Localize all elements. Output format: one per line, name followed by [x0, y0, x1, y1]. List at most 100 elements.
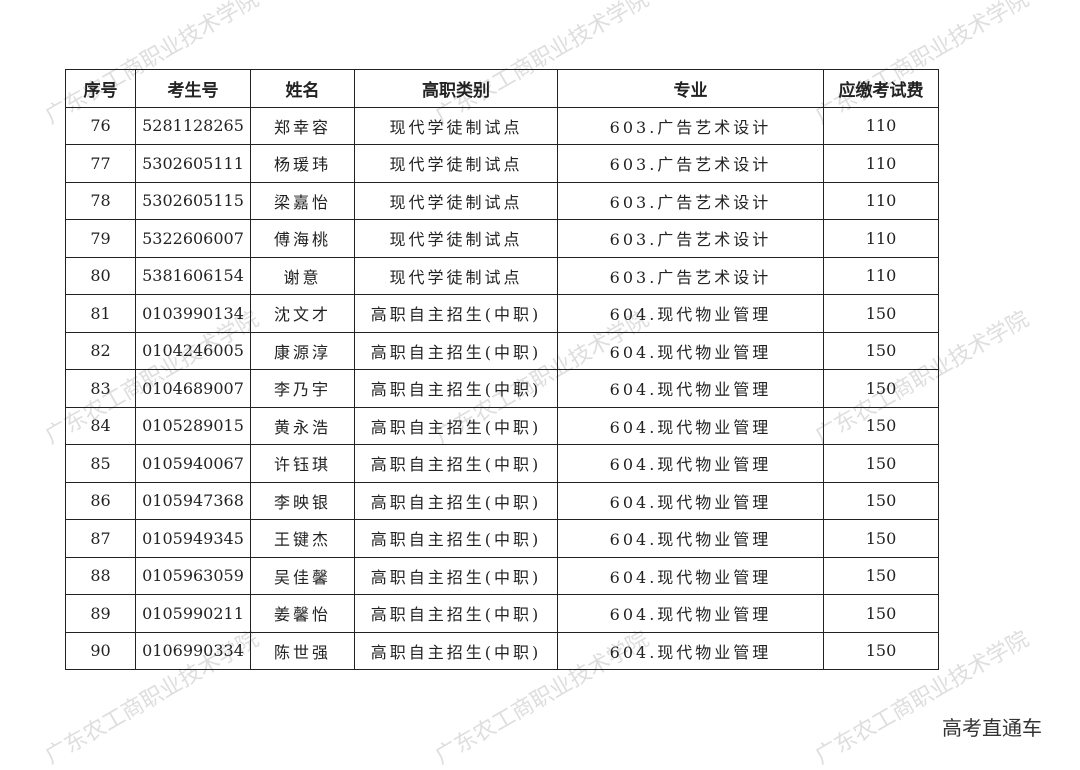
- cell-major: 603.广告艺术设计: [557, 256, 824, 295]
- cell-index: 83: [65, 369, 136, 408]
- cell-name: 吴佳馨: [250, 556, 355, 595]
- cell-category: 高职自主招生(中职): [354, 594, 558, 633]
- cell-fee: 150: [823, 444, 939, 483]
- table-row: 76 5281128265 郑幸容 现代学徒制试点 603.广告艺术设计 110: [65, 106, 939, 145]
- cell-exam-id: 0105940067: [135, 444, 251, 483]
- header-cell: 专业: [557, 69, 824, 108]
- cell-name: 李映银: [250, 481, 355, 520]
- table-row: 88 0105963059 吴佳馨 高职自主招生(中职) 604.现代物业管理 150: [65, 556, 939, 595]
- table-row: 82 0104246005 康源淳 高职自主招生(中职) 604.现代物业管理 150: [65, 331, 939, 370]
- cell-category: 现代学徒制试点: [354, 106, 558, 145]
- cell-major: 603.广告艺术设计: [557, 144, 824, 183]
- cell-major: 604.现代物业管理: [557, 556, 824, 595]
- table-row: 83 0104689007 李乃宇 高职自主招生(中职) 604.现代物业管理 150: [65, 369, 939, 408]
- cell-category: 高职自主招生(中职): [354, 406, 558, 445]
- table-row: 79 5322606007 傅海桃 现代学徒制试点 603.广告艺术设计 110: [65, 219, 939, 258]
- cell-major: 603.广告艺术设计: [557, 181, 824, 220]
- cell-category: 高职自主招生(中职): [354, 556, 558, 595]
- header-cell: 序号: [65, 69, 136, 108]
- cell-fee: 150: [823, 481, 939, 520]
- table-row: 78 5302605115 梁嘉怡 现代学徒制试点 603.广告艺术设计 110: [65, 181, 939, 220]
- cell-index: 77: [65, 144, 136, 183]
- cell-major: 604.现代物业管理: [557, 331, 824, 370]
- cell-major: 604.现代物业管理: [557, 444, 824, 483]
- cell-name: 谢意: [250, 256, 355, 295]
- cell-index: 80: [65, 256, 136, 295]
- brand-logo-text: 高考直通车: [942, 716, 1042, 740]
- cell-category: 高职自主招生(中职): [354, 444, 558, 483]
- table-row: 77 5302605111 杨瑗玮 现代学徒制试点 603.广告艺术设计 110: [65, 144, 939, 183]
- cell-name: 杨瑗玮: [250, 144, 355, 183]
- cell-exam-id: 0105949345: [135, 519, 251, 558]
- cell-index: 82: [65, 331, 136, 370]
- cell-major: 604.现代物业管理: [557, 294, 824, 333]
- cell-fee: 110: [823, 181, 939, 220]
- fee-table: 序号 考生号 姓名 高职类别 专业 应缴考试费 76 5281128265 郑幸容现…: [65, 69, 939, 670]
- cell-exam-id: 0105990211: [135, 594, 251, 633]
- cell-name: 姜馨怡: [250, 594, 355, 633]
- cell-major: 603.广告艺术设计: [557, 219, 824, 258]
- cell-major: 604.现代物业管理: [557, 406, 824, 445]
- cell-exam-id: 0104689007: [135, 369, 251, 408]
- table-row: 86 0105947368 李映银 高职自主招生(中职) 604.现代物业管理 150: [65, 481, 939, 520]
- cell-fee: 150: [823, 294, 939, 333]
- cell-name: 李乃宇: [250, 369, 355, 408]
- table-row: 90 0106990334 陈世强 高职自主招生(中职) 604.现代物业管理 150: [65, 631, 939, 670]
- cell-index: 86: [65, 481, 136, 520]
- cell-index: 85: [65, 444, 136, 483]
- cell-exam-id: 5281128265: [135, 106, 251, 145]
- cell-category: 现代学徒制试点: [354, 256, 558, 295]
- cell-index: 88: [65, 556, 136, 595]
- cell-name: 王键杰: [250, 519, 355, 558]
- cell-exam-id: 5302605111: [135, 144, 251, 183]
- cell-category: 高职自主招生(中职): [354, 294, 558, 333]
- cell-name: 傅海桃: [250, 219, 355, 258]
- header-cell: 应缴考试费: [823, 69, 939, 108]
- cell-major: 604.现代物业管理: [557, 481, 824, 520]
- header-cell: 姓名: [250, 69, 355, 108]
- cell-name: 沈文才: [250, 294, 355, 333]
- cell-fee: 150: [823, 331, 939, 370]
- table-row: 89 0105990211 姜馨怡 高职自主招生(中职) 604.现代物业管理 150: [65, 594, 939, 633]
- cell-category: 高职自主招生(中职): [354, 331, 558, 370]
- cell-category: 现代学徒制试点: [354, 219, 558, 258]
- cell-fee: 150: [823, 406, 939, 445]
- cell-fee: 110: [823, 144, 939, 183]
- cell-major: 604.现代物业管理: [557, 594, 824, 633]
- cell-major: 604.现代物业管理: [557, 631, 824, 670]
- cell-index: 84: [65, 406, 136, 445]
- cell-category: 高职自主招生(中职): [354, 519, 558, 558]
- cell-category: 高职自主招生(中职): [354, 631, 558, 670]
- cell-category: 高职自主招生(中职): [354, 481, 558, 520]
- cell-fee: 110: [823, 106, 939, 145]
- cell-index: 76: [65, 106, 136, 145]
- cell-exam-id: 5302605115: [135, 181, 251, 220]
- cell-exam-id: 5322606007: [135, 219, 251, 258]
- cell-index: 81: [65, 294, 136, 333]
- cell-name: 郑幸容: [250, 106, 355, 145]
- cell-exam-id: 0105289015: [135, 406, 251, 445]
- cell-exam-id: 5381606154: [135, 256, 251, 295]
- cell-fee: 150: [823, 594, 939, 633]
- header-cell: 高职类别: [354, 69, 558, 108]
- table-row: 84 0105289015 黄永浩 高职自主招生(中职) 604.现代物业管理 150: [65, 406, 939, 445]
- cell-major: 603.广告艺术设计: [557, 106, 824, 145]
- cell-exam-id: 0105963059: [135, 556, 251, 595]
- table-row: 80 5381606154 谢意 现代学徒制试点 603.广告艺术设计 110: [65, 256, 939, 295]
- table-row: 81 0103990134 沈文才 高职自主招生(中职) 604.现代物业管理 150: [65, 294, 939, 333]
- cell-fee: 150: [823, 556, 939, 595]
- table-row: 85 0105940067 许钰琪 高职自主招生(中职) 604.现代物业管理 150: [65, 444, 939, 483]
- cell-name: 许钰琪: [250, 444, 355, 483]
- cell-exam-id: 0103990134: [135, 294, 251, 333]
- cell-name: 康源淳: [250, 331, 355, 370]
- cell-major: 604.现代物业管理: [557, 369, 824, 408]
- cell-fee: 150: [823, 631, 939, 670]
- cell-index: 78: [65, 181, 136, 220]
- cell-index: 87: [65, 519, 136, 558]
- cell-category: 现代学徒制试点: [354, 144, 558, 183]
- cell-exam-id: 0105947368: [135, 481, 251, 520]
- cell-index: 79: [65, 219, 136, 258]
- table-row: 87 0105949345 王键杰 高职自主招生(中职) 604.现代物业管理 150: [65, 519, 939, 558]
- cell-index: 90: [65, 631, 136, 670]
- cell-fee: 110: [823, 219, 939, 258]
